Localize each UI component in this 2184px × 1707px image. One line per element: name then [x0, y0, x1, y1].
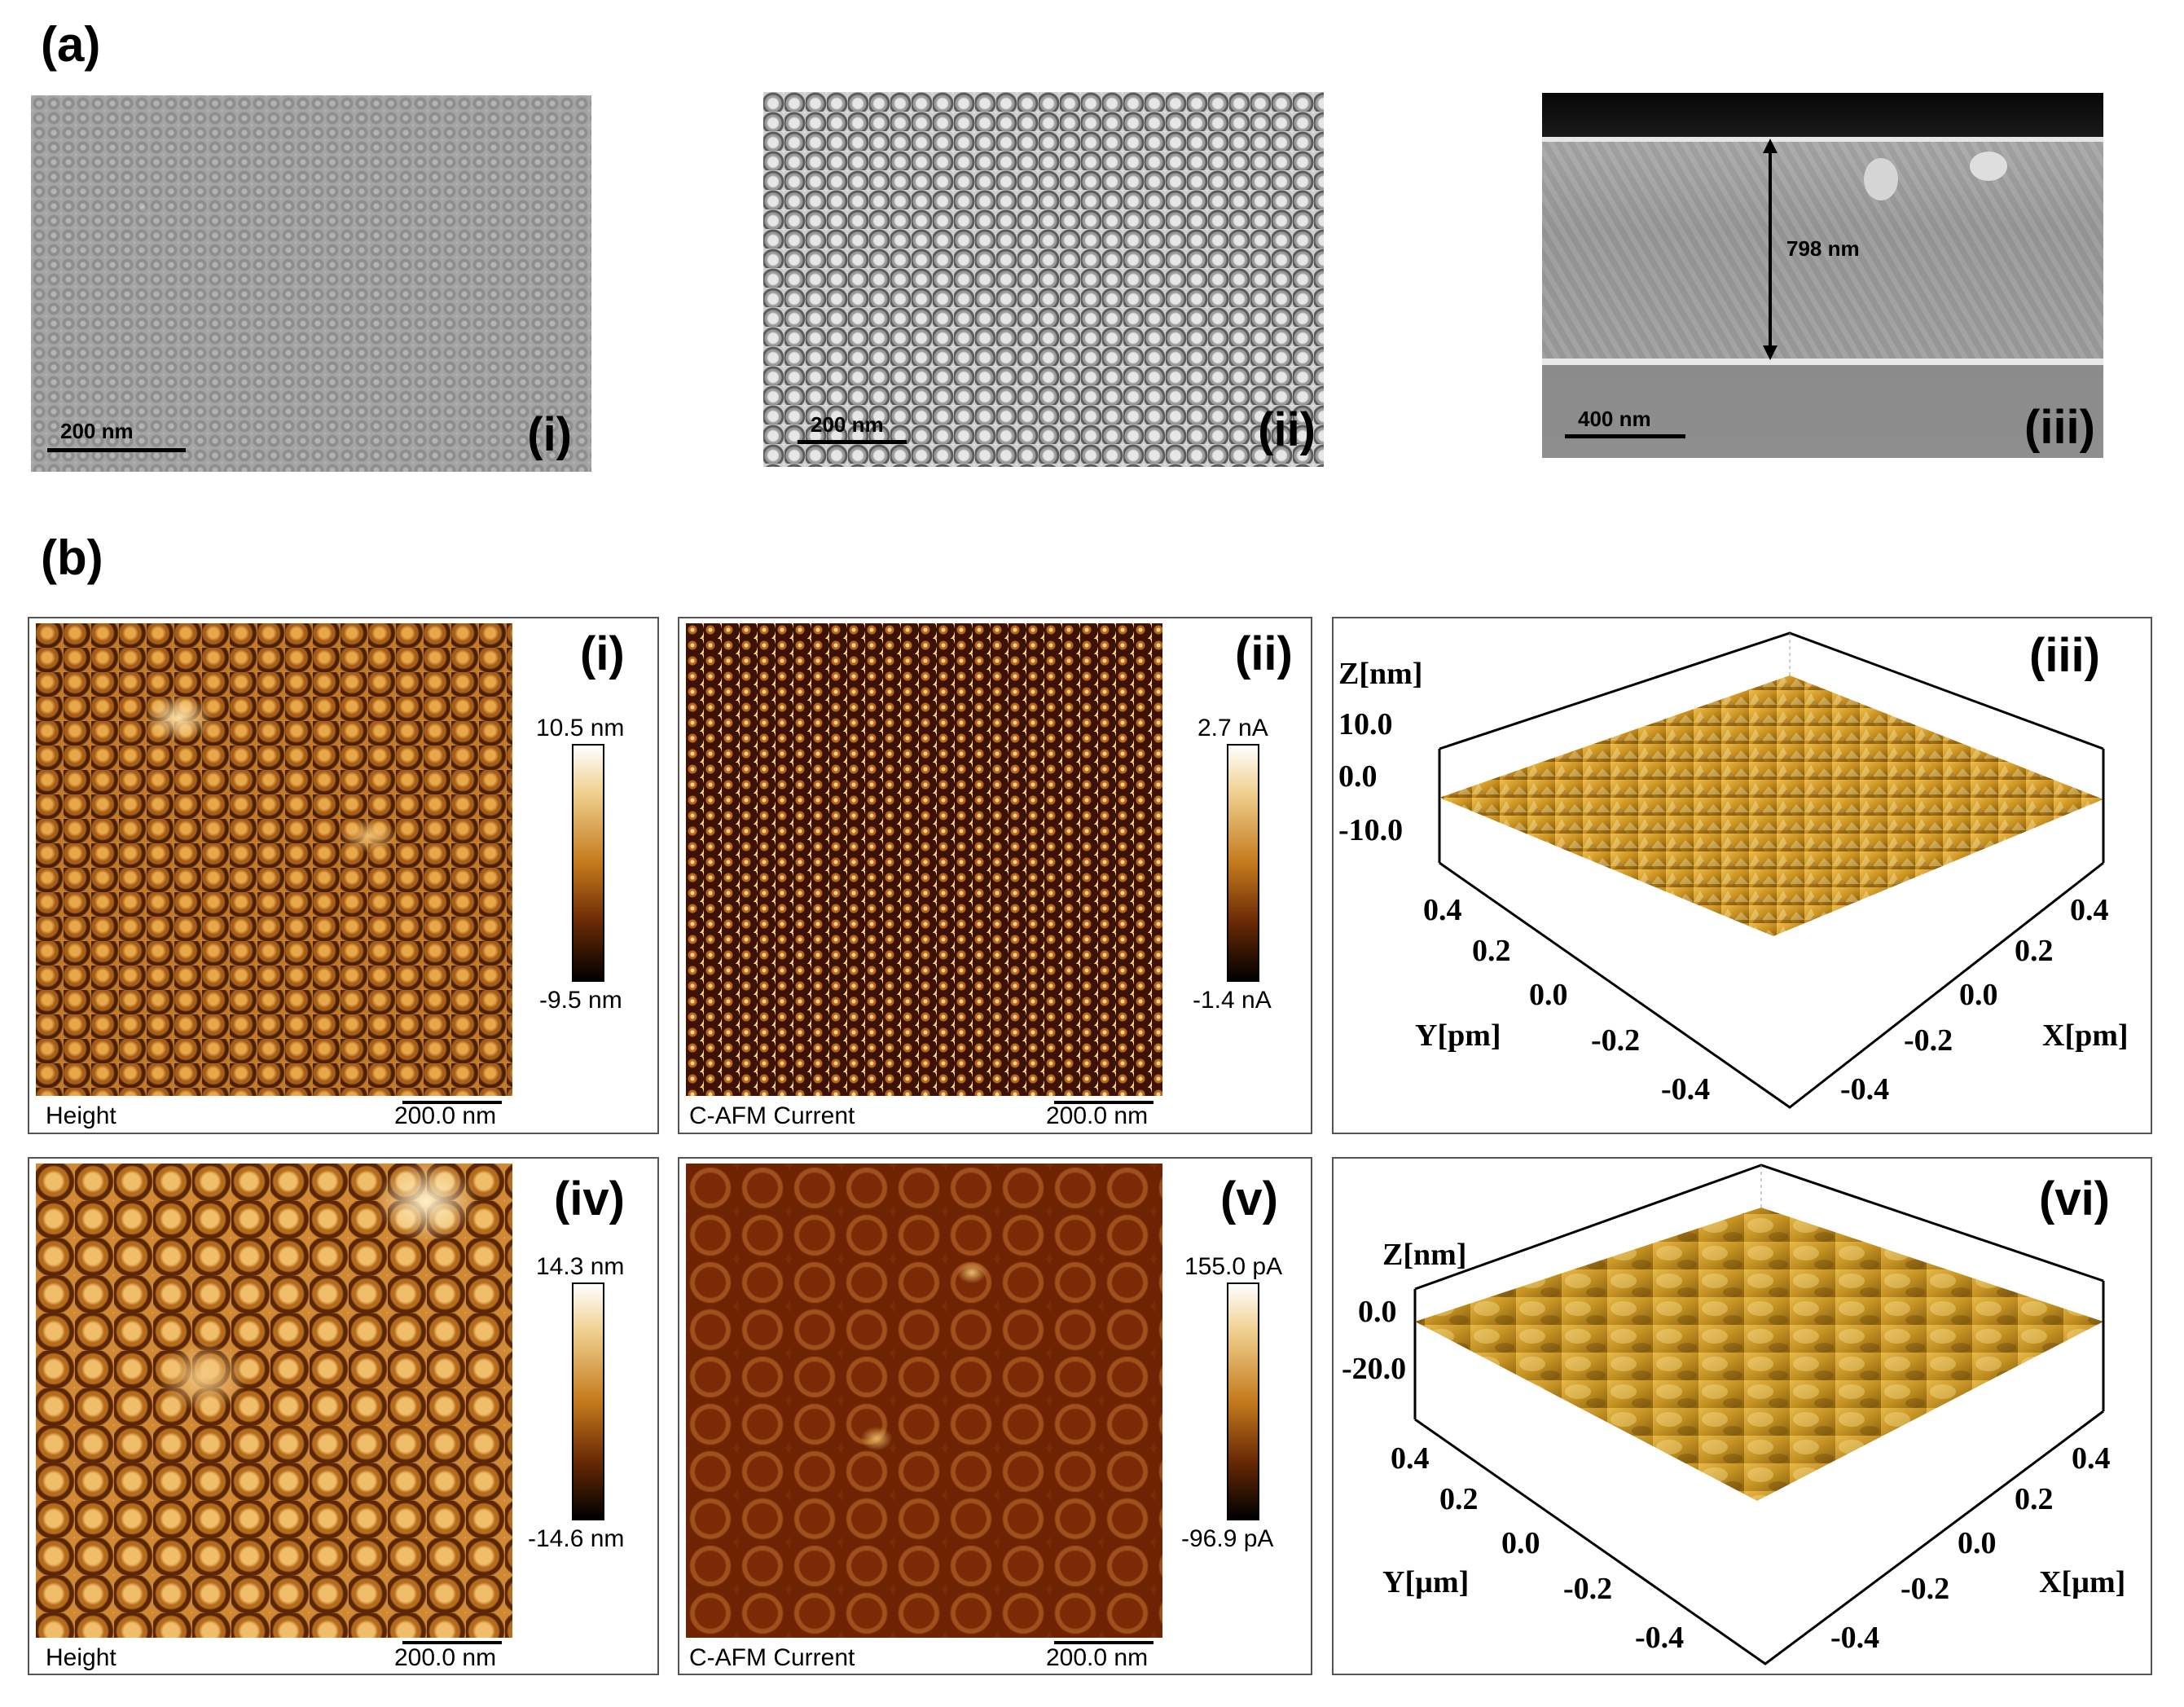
section-a-label: (a) — [41, 17, 101, 72]
afm-3d-panel-2: Z[nm] 0.0 -20.0 0.4 0.2 0.0 -0.2 -0.4 Y[… — [1332, 1157, 2152, 1675]
scale-label: 200.0 nm — [1046, 1644, 1149, 1671]
x-tick: 0.0 — [1959, 978, 1998, 1012]
colorbar-max-label: 155.0 pA — [1184, 1253, 1283, 1280]
thickness-arrow — [1763, 139, 1778, 360]
y-tick: -0.4 — [1635, 1621, 1684, 1655]
scale-bar — [1565, 434, 1685, 438]
z-tick: 10.0 — [1338, 707, 1393, 741]
colorbar-max-label: 2.7 nA — [1197, 715, 1268, 741]
y-tick: 0.2 — [1439, 1482, 1479, 1516]
scale-label: 200.0 nm — [394, 1644, 497, 1671]
film-substrate-interface — [1542, 359, 2103, 365]
panel-label: (iv) — [554, 1172, 625, 1225]
surface — [1415, 1208, 2103, 1501]
y-tick: 0.0 — [1501, 1526, 1540, 1560]
sem-image-cross-section: 798 nm 400 nm (iii) — [1542, 93, 2103, 458]
z-tick: 0.0 — [1338, 759, 1378, 794]
z-tick: -10.0 — [1338, 813, 1403, 847]
surface-particle — [1970, 152, 2007, 181]
afm-caption: C-AFM Current — [689, 1644, 855, 1671]
panel-label: (i) — [580, 627, 625, 680]
afm-panel-current-1: (ii) 2.7 nA -1.4 nA C-AFM Current 200.0 … — [678, 617, 1312, 1134]
colorbar-max-label: 10.5 nm — [536, 715, 625, 741]
afm-caption: Height — [46, 1102, 116, 1129]
film-layer — [1542, 142, 2103, 360]
afm-caption: C-AFM Current — [689, 1102, 855, 1129]
panel-label: (i) — [527, 408, 572, 461]
afm-3d-panel-1: Z[nm] 10.0 0.0 -10.0 0.4 0.2 0.0 -0.2 -0… — [1332, 617, 2152, 1134]
y-tick: 0.0 — [1529, 978, 1568, 1012]
surface-particle — [1864, 158, 1898, 200]
panel-label: (v) — [1220, 1172, 1278, 1225]
scale-label: 200 nm — [60, 419, 134, 443]
y-tick: 0.4 — [1391, 1441, 1430, 1476]
section-b-label: (b) — [41, 530, 103, 585]
scale-label: 200.0 nm — [1046, 1102, 1149, 1129]
scale-label: 400 nm — [1578, 407, 1651, 431]
scale-bar — [47, 448, 186, 452]
afm-panel-height-2: (iv) 14.3 nm -14.6 nm Height 200.0 nm — [28, 1157, 659, 1675]
substrate-layer — [1542, 365, 2103, 458]
scale-bar — [798, 440, 907, 444]
scale-bar — [1054, 1101, 1154, 1104]
afm-height-map — [36, 623, 512, 1096]
x-tick: -0.2 — [1901, 1572, 1949, 1606]
colorbar — [572, 744, 604, 982]
thickness-label: 798 nm — [1786, 236, 1860, 261]
surface — [1439, 675, 2103, 936]
sem-image-top-view-1: 200 nm (i) — [31, 95, 591, 472]
afm-panel-current-2: (v) 155.0 pA -96.9 pA C-AFM Current 200.… — [678, 1157, 1312, 1675]
panel-label: (ii) — [1258, 403, 1316, 456]
x-axis-label: X[pm] — [2042, 1018, 2129, 1053]
colorbar-min-label: -9.5 nm — [539, 987, 622, 1014]
colorbar-min-label: -14.6 nm — [528, 1525, 625, 1552]
x-tick: 0.4 — [2072, 1441, 2111, 1476]
z-tick: 0.0 — [1358, 1295, 1397, 1329]
x-tick: 0.4 — [2070, 893, 2109, 927]
panel-label: (vi) — [2039, 1172, 2110, 1225]
afm-caption: Height — [46, 1644, 116, 1671]
panel-label: (iii) — [2029, 629, 2100, 682]
scale-bar — [402, 1101, 502, 1104]
x-tick: 0.2 — [2015, 1482, 2054, 1516]
vacuum-region — [1542, 93, 2103, 139]
y-tick: -0.4 — [1661, 1072, 1710, 1106]
scale-label: 200 nm — [811, 412, 884, 437]
afm-3d-surface-plot: Z[nm] 10.0 0.0 -10.0 0.4 0.2 0.0 -0.2 -0… — [1338, 631, 2129, 1109]
y-axis-label: Y[pm] — [1415, 1018, 1501, 1053]
y-tick: 0.4 — [1423, 893, 1462, 927]
y-tick: -0.2 — [1563, 1572, 1612, 1606]
colorbar-max-label: 14.3 nm — [536, 1253, 625, 1280]
panel-label: (ii) — [1235, 627, 1293, 680]
colorbar-min-label: -96.9 pA — [1181, 1525, 1274, 1552]
colorbar — [572, 1282, 604, 1520]
x-axis-label: X[µm] — [2039, 1565, 2125, 1599]
x-tick: -0.4 — [1830, 1621, 1879, 1655]
afm-panel-height-1: (i) 10.5 nm -9.5 nm Height 200.0 nm — [28, 617, 659, 1134]
scale-label: 200.0 nm — [394, 1102, 497, 1129]
y-tick: 0.2 — [1472, 934, 1511, 968]
z-axis-label: Z[nm] — [1338, 657, 1422, 691]
x-tick: 0.0 — [1958, 1526, 1997, 1560]
scale-bar — [402, 1641, 502, 1644]
afm-3d-surface-plot: Z[nm] 0.0 -20.0 0.4 0.2 0.0 -0.2 -0.4 Y[… — [1342, 1164, 2125, 1665]
afm-current-map — [686, 623, 1162, 1096]
x-tick: -0.4 — [1840, 1072, 1889, 1106]
z-axis-label: Z[nm] — [1382, 1238, 1466, 1272]
y-tick: -0.2 — [1591, 1023, 1640, 1058]
afm-height-map — [36, 1164, 512, 1638]
colorbar — [1227, 744, 1259, 982]
scale-bar — [1054, 1641, 1154, 1644]
x-tick: 0.2 — [2015, 934, 2054, 968]
x-tick: -0.2 — [1904, 1023, 1953, 1058]
y-axis-label: Y[µm] — [1382, 1565, 1469, 1599]
colorbar — [1227, 1282, 1259, 1520]
z-tick: -20.0 — [1342, 1352, 1406, 1386]
afm-current-map — [686, 1164, 1162, 1638]
sem-image-top-view-2: 200 nm (ii) — [763, 92, 1324, 467]
panel-label: (iii) — [2024, 401, 2095, 454]
film-top-edge — [1542, 137, 2103, 142]
colorbar-min-label: -1.4 nA — [1193, 987, 1272, 1014]
